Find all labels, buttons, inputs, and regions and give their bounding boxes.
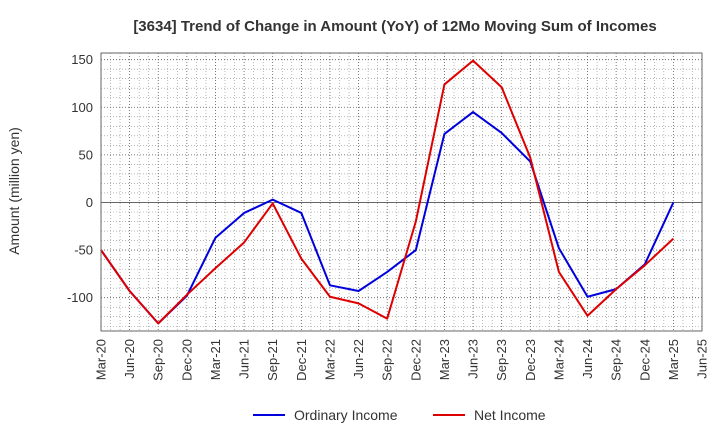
x-tick-label: Sep-24 — [609, 339, 624, 381]
legend-item-1[interactable]: Net Income — [433, 407, 546, 423]
y-tick-label: -100 — [67, 290, 93, 305]
x-tick-label: Jun-21 — [237, 339, 252, 379]
legend[interactable]: Ordinary Income Net Income — [253, 407, 546, 423]
y-axis-label: Amount (million yen) — [6, 127, 22, 255]
y-tick-labels: 150 100 50 0 -50 -100 — [67, 52, 93, 305]
x-tick-label: Jun-23 — [466, 339, 481, 379]
x-tick-label: Mar-21 — [208, 339, 223, 380]
chart-title: [3634] Trend of Change in Amount (YoY) o… — [133, 18, 656, 35]
x-tick-label: Sep-23 — [494, 339, 509, 381]
legend-item-0[interactable]: Ordinary Income — [253, 407, 398, 423]
x-tick-label: Jun-24 — [580, 339, 595, 379]
plot-frame — [100, 52, 703, 332]
legend-label: Net Income — [474, 407, 546, 423]
x-tick-label: Sep-22 — [380, 339, 395, 381]
x-tick-label: Mar-24 — [551, 339, 566, 380]
y-tick-label: 100 — [71, 100, 93, 115]
x-tick-label: Jun-25 — [695, 339, 710, 379]
x-tick-label: Dec-24 — [637, 339, 652, 381]
x-tick-label: Jun-22 — [351, 339, 366, 379]
x-tick-label: Mar-22 — [322, 339, 337, 380]
x-tick-label: Mar-25 — [666, 339, 681, 380]
x-tick-label: Mar-20 — [94, 339, 109, 380]
y-tick-label: 50 — [79, 147, 93, 162]
x-tick-label: Dec-22 — [408, 339, 423, 381]
series-line-1 — [100, 59, 675, 325]
x-tick-labels: Mar-20 Jun-20 Sep-20 Dec-20 Mar-21 Jun-21 Sep-… — [94, 339, 710, 381]
series-line-0 — [100, 111, 675, 325]
legend-label: Ordinary Income — [294, 407, 398, 423]
x-tick-label: Sep-21 — [265, 339, 280, 381]
y-tick-label: -50 — [74, 243, 93, 258]
series-lines — [100, 59, 675, 325]
x-tick-label: Dec-20 — [179, 339, 194, 381]
x-tick-label: Mar-23 — [437, 339, 452, 380]
x-tick-label: Dec-23 — [523, 339, 538, 381]
x-tick-label: Dec-21 — [294, 339, 309, 381]
x-tick-label: Jun-20 — [122, 339, 137, 379]
y-tick-label: 150 — [71, 52, 93, 67]
y-tick-label: 0 — [86, 195, 93, 210]
x-tick-label: Sep-20 — [151, 339, 166, 381]
